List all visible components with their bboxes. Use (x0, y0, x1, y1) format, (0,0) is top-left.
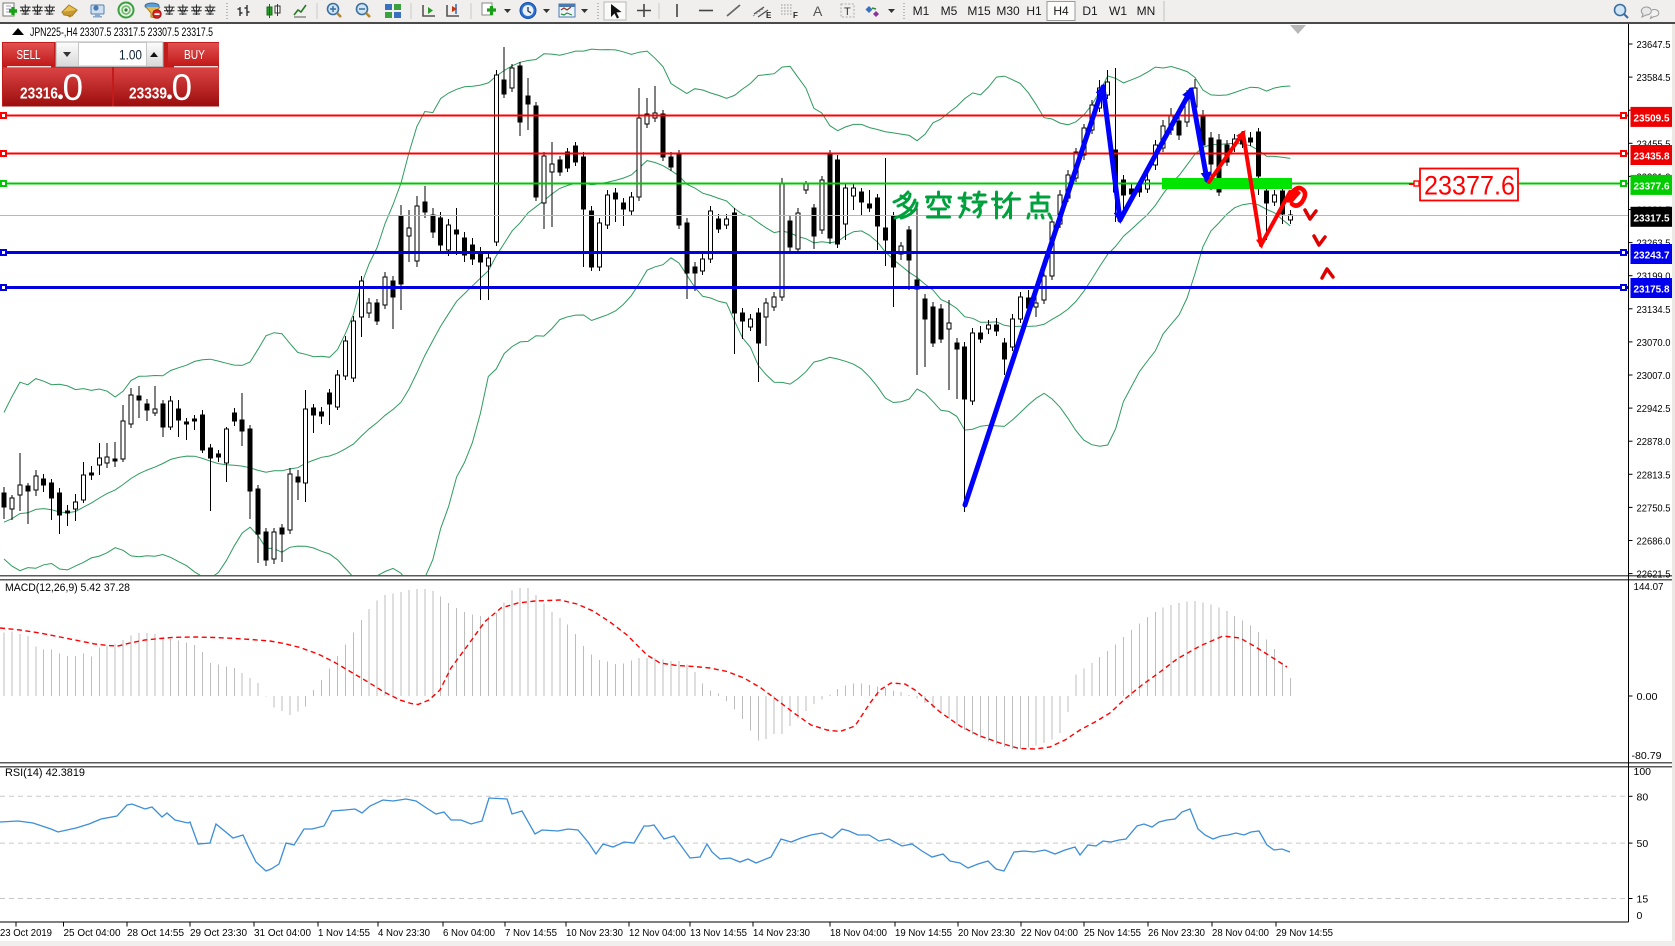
svg-text:D1: D1 (1082, 4, 1098, 18)
svg-text:23509.5: 23509.5 (1634, 112, 1670, 124)
svg-text:M30: M30 (996, 4, 1020, 18)
svg-text:23243.7: 23243.7 (1634, 250, 1670, 262)
svg-text:MACD(12,26,9) 5.42 37.28: MACD(12,26,9) 5.42 37.28 (5, 582, 130, 594)
svg-text:22686.0: 22686.0 (1637, 536, 1671, 548)
svg-text:W1: W1 (1109, 4, 1127, 18)
svg-text:14 Nov 23:30: 14 Nov 23:30 (753, 927, 810, 939)
svg-text:1.00: 1.00 (119, 48, 142, 63)
svg-text:22813.5: 22813.5 (1637, 469, 1671, 481)
svg-text:28 Oct 14:55: 28 Oct 14:55 (127, 927, 184, 939)
svg-text:29 Oct 23:30: 29 Oct 23:30 (190, 927, 247, 939)
svg-text:M15: M15 (967, 4, 991, 18)
svg-text:MN: MN (1137, 4, 1156, 18)
svg-text:4 Nov 23:30: 4 Nov 23:30 (378, 927, 430, 939)
svg-text:18 Nov 04:00: 18 Nov 04:00 (830, 927, 887, 939)
svg-text:6 Nov 04:00: 6 Nov 04:00 (443, 927, 495, 939)
svg-text:13 Nov 14:55: 13 Nov 14:55 (690, 927, 747, 939)
svg-text:20 Nov 23:30: 20 Nov 23:30 (958, 927, 1015, 939)
svg-text:19 Nov 14:55: 19 Nov 14:55 (895, 927, 952, 939)
svg-text:E: E (766, 11, 772, 20)
svg-text:22750.5: 22750.5 (1637, 502, 1671, 514)
svg-text:22878.0: 22878.0 (1637, 436, 1671, 448)
svg-text:M5: M5 (941, 4, 958, 18)
svg-text:26 Nov 23:30: 26 Nov 23:30 (1148, 927, 1205, 939)
svg-text:23 Oct 2019: 23 Oct 2019 (0, 927, 52, 939)
svg-text:144.07: 144.07 (1634, 581, 1664, 593)
svg-text:0.00: 0.00 (1637, 691, 1658, 703)
svg-text:F: F (793, 11, 798, 20)
svg-text:12 Nov 04:00: 12 Nov 04:00 (629, 927, 686, 939)
svg-text:M1: M1 (913, 4, 930, 18)
svg-text:H1: H1 (1026, 4, 1042, 18)
svg-text:0: 0 (63, 67, 84, 108)
svg-text:0: 0 (1637, 910, 1643, 922)
svg-text:23647.5: 23647.5 (1637, 39, 1671, 51)
svg-text:28 Nov 04:00: 28 Nov 04:00 (1212, 927, 1269, 939)
svg-text:15: 15 (1637, 894, 1649, 906)
svg-text:25 Oct 04:00: 25 Oct 04:00 (64, 927, 121, 939)
svg-text:29 Nov 14:55: 29 Nov 14:55 (1276, 927, 1333, 939)
svg-text:22621.5: 22621.5 (1637, 569, 1671, 581)
svg-text:23339: 23339 (129, 86, 167, 103)
svg-text:23317.5: 23317.5 (1634, 212, 1670, 224)
svg-text:23175.8: 23175.8 (1634, 284, 1670, 296)
svg-text:10 Nov 23:30: 10 Nov 23:30 (566, 927, 623, 939)
svg-text:23435.8: 23435.8 (1634, 151, 1670, 163)
svg-text:25 Nov 14:55: 25 Nov 14:55 (1084, 927, 1141, 939)
svg-text:JPN225-,H4 23307.5 23317.5 23: JPN225-,H4 23307.5 23317.5 23307.5 23317… (30, 27, 213, 39)
svg-text:A: A (813, 3, 823, 19)
svg-text:23377.6: 23377.6 (1634, 180, 1670, 192)
svg-text:0: 0 (172, 67, 193, 108)
svg-text:80: 80 (1637, 791, 1649, 803)
svg-text:23316: 23316 (20, 86, 58, 103)
svg-text:1 Nov 14:55: 1 Nov 14:55 (318, 927, 370, 939)
svg-text:BUY: BUY (184, 48, 206, 62)
svg-text:23134.5: 23134.5 (1637, 304, 1671, 316)
svg-text:H4: H4 (1053, 4, 1069, 18)
svg-text:100: 100 (1634, 766, 1652, 778)
svg-text:23377.6: 23377.6 (1424, 171, 1515, 201)
svg-text:22942.5: 22942.5 (1637, 403, 1671, 415)
svg-text:23070.0: 23070.0 (1637, 337, 1671, 349)
svg-text:-80.79: -80.79 (1632, 750, 1662, 762)
svg-text:T: T (844, 6, 851, 18)
svg-text:31 Oct 04:00: 31 Oct 04:00 (254, 927, 311, 939)
svg-text:22 Nov 04:00: 22 Nov 04:00 (1021, 927, 1078, 939)
svg-text:7 Nov 14:55: 7 Nov 14:55 (505, 927, 557, 939)
svg-text:SELL: SELL (17, 48, 41, 62)
svg-text:23584.5: 23584.5 (1637, 72, 1671, 84)
svg-text:RSI(14) 42.3819: RSI(14) 42.3819 (5, 767, 85, 779)
svg-text:23007.0: 23007.0 (1637, 370, 1671, 382)
svg-text:50: 50 (1637, 838, 1649, 850)
